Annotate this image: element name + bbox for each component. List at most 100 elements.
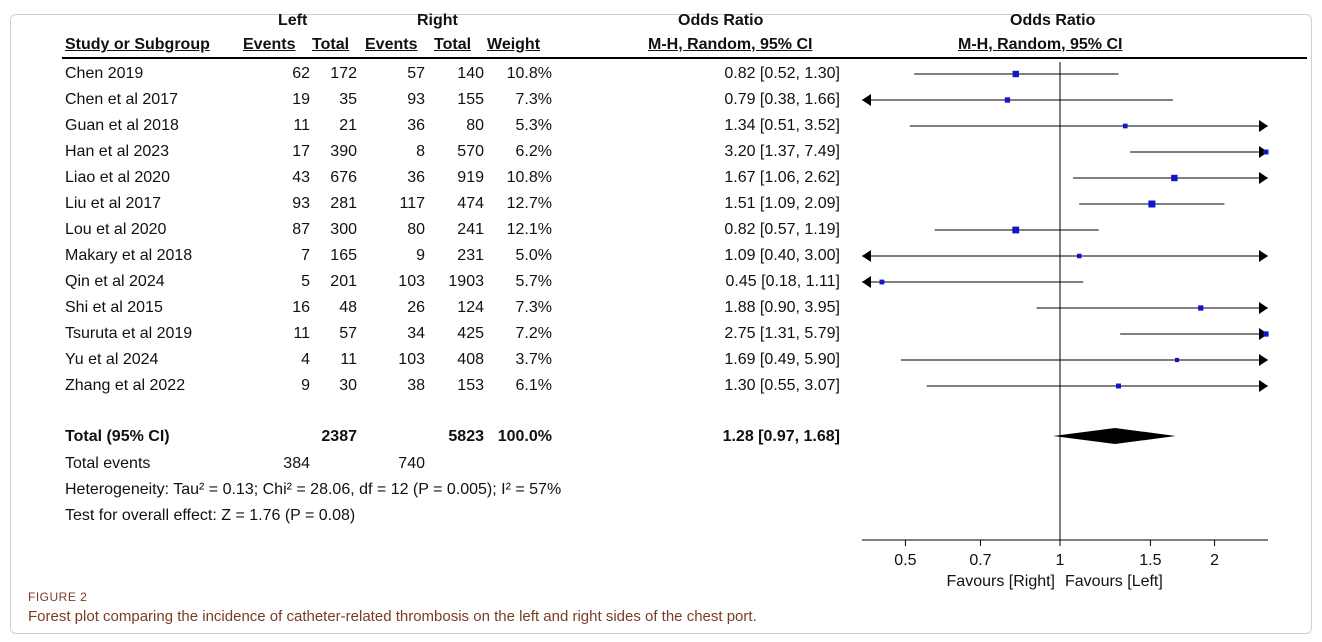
weight: 5.3%: [515, 117, 552, 134]
header-right-total: Total: [434, 36, 472, 53]
study-marker: [1122, 123, 1128, 129]
ci-arrow: [1259, 146, 1268, 158]
right-events: 103: [398, 351, 425, 368]
weight: 10.8%: [506, 65, 552, 82]
study-name: Chen 2019: [65, 65, 144, 82]
header-left-group: Left: [278, 12, 308, 29]
left-total: 30: [339, 377, 357, 394]
right-total: 241: [457, 221, 484, 238]
left-events: 87: [292, 221, 310, 238]
total-ci: 1.28 [0.97, 1.68]: [722, 428, 840, 445]
header-right-group: Right: [417, 12, 458, 29]
right-events: 57: [407, 65, 425, 82]
left-events: 7: [301, 247, 310, 264]
header-study: Study or Subgroup: [65, 36, 210, 53]
left-events: 93: [292, 195, 310, 212]
study-name: Liao et al 2020: [65, 169, 170, 186]
total-right: 5823: [448, 428, 484, 445]
weight: 5.7%: [515, 273, 552, 290]
study-name: Lou et al 2020: [65, 221, 167, 238]
study-marker: [1012, 226, 1020, 234]
left-total: 48: [339, 299, 357, 316]
odds-ratio-ci: 0.82 [0.57, 1.19]: [724, 221, 840, 238]
left-events: 17: [292, 143, 310, 160]
left-events: 11: [293, 325, 310, 342]
total-events-left: 384: [283, 455, 310, 472]
study-marker: [1148, 200, 1156, 208]
odds-ratio-ci: 1.67 [1.06, 2.62]: [724, 169, 840, 186]
x-tick-label: 0.7: [969, 552, 991, 569]
study-marker: [879, 279, 885, 285]
odds-ratio-ci: 1.09 [0.40, 3.00]: [724, 247, 840, 264]
study-marker: [1171, 174, 1178, 182]
left-events: 62: [292, 65, 310, 82]
right-events: 103: [398, 273, 425, 290]
odds-ratio-ci: 1.34 [0.51, 3.52]: [724, 117, 840, 134]
left-events: 19: [292, 91, 310, 108]
right-total: 153: [457, 377, 484, 394]
study-name: Tsuruta et al 2019: [65, 325, 193, 342]
ci-arrow: [1259, 354, 1268, 366]
x-tick-label: 0.5: [894, 552, 916, 569]
header-plot-title: Odds Ratio: [1010, 12, 1096, 29]
header-right-events: Events: [365, 36, 418, 53]
right-total: 1903: [448, 273, 484, 290]
x-tick-label: 2: [1210, 552, 1219, 569]
study-marker: [1076, 253, 1082, 259]
heterogeneity-text: Heterogeneity: Tau² = 0.13; Chi² = 28.06…: [65, 481, 562, 498]
header-plot-method: M-H, Random, 95% CI: [958, 36, 1123, 53]
weight: 12.1%: [506, 221, 552, 238]
right-events: 36: [407, 169, 425, 186]
weight: 5.0%: [515, 247, 552, 264]
study-marker: [1004, 97, 1011, 103]
study-marker: [1174, 357, 1180, 363]
study-name: Han et al 2023: [65, 143, 170, 160]
study-name: Zhang et al 2022: [65, 377, 186, 394]
weight: 6.2%: [515, 143, 552, 160]
study-name: Shi et al 2015: [65, 299, 163, 316]
left-events: 9: [301, 377, 310, 394]
right-events: 26: [407, 299, 425, 316]
header-or-method: M-H, Random, 95% CI: [648, 36, 813, 53]
right-total: 408: [457, 351, 484, 368]
right-events: 93: [407, 91, 425, 108]
ci-arrow: [1259, 120, 1268, 132]
total-events-label: Total events: [65, 455, 151, 472]
weight: 7.3%: [515, 91, 552, 108]
favours-left-label: Favours [Left]: [1065, 573, 1163, 590]
header-left-events: Events: [243, 36, 296, 53]
figure-frame: [10, 14, 1312, 634]
ci-arrow: [862, 94, 871, 106]
ci-arrow: [862, 276, 871, 288]
weight: 7.2%: [515, 325, 552, 342]
figure-caption: Forest plot comparing the incidence of c…: [28, 608, 757, 625]
left-events: 4: [301, 351, 310, 368]
weight: 3.7%: [515, 351, 552, 368]
header-left-total: Total: [312, 36, 350, 53]
favours-right-label: Favours [Right]: [947, 573, 1055, 590]
right-events: 117: [399, 195, 425, 212]
left-total: 21: [339, 117, 357, 134]
header-rule: [62, 57, 1307, 59]
study-marker: [1263, 149, 1269, 155]
odds-ratio-ci: 1.30 [0.55, 3.07]: [724, 377, 840, 394]
right-total: 124: [457, 299, 484, 316]
weight: 6.1%: [515, 377, 552, 394]
ci-arrow: [1259, 302, 1268, 314]
right-total: 155: [457, 91, 484, 108]
odds-ratio-ci: 0.82 [0.52, 1.30]: [724, 65, 840, 82]
odds-ratio-ci: 0.45 [0.18, 1.11]: [725, 273, 840, 290]
odds-ratio-ci: 1.88 [0.90, 3.95]: [724, 299, 840, 316]
left-total: 201: [330, 273, 357, 290]
total-label: Total (95% CI): [65, 428, 170, 445]
left-events: 16: [292, 299, 310, 316]
odds-ratio-ci: 0.79 [0.38, 1.66]: [724, 91, 840, 108]
right-total: 140: [457, 65, 484, 82]
left-events: 5: [301, 273, 310, 290]
left-total: 676: [330, 169, 357, 186]
left-total: 281: [330, 195, 357, 212]
left-events: 43: [292, 169, 310, 186]
study-marker: [1263, 331, 1269, 337]
study-marker: [1012, 70, 1019, 78]
